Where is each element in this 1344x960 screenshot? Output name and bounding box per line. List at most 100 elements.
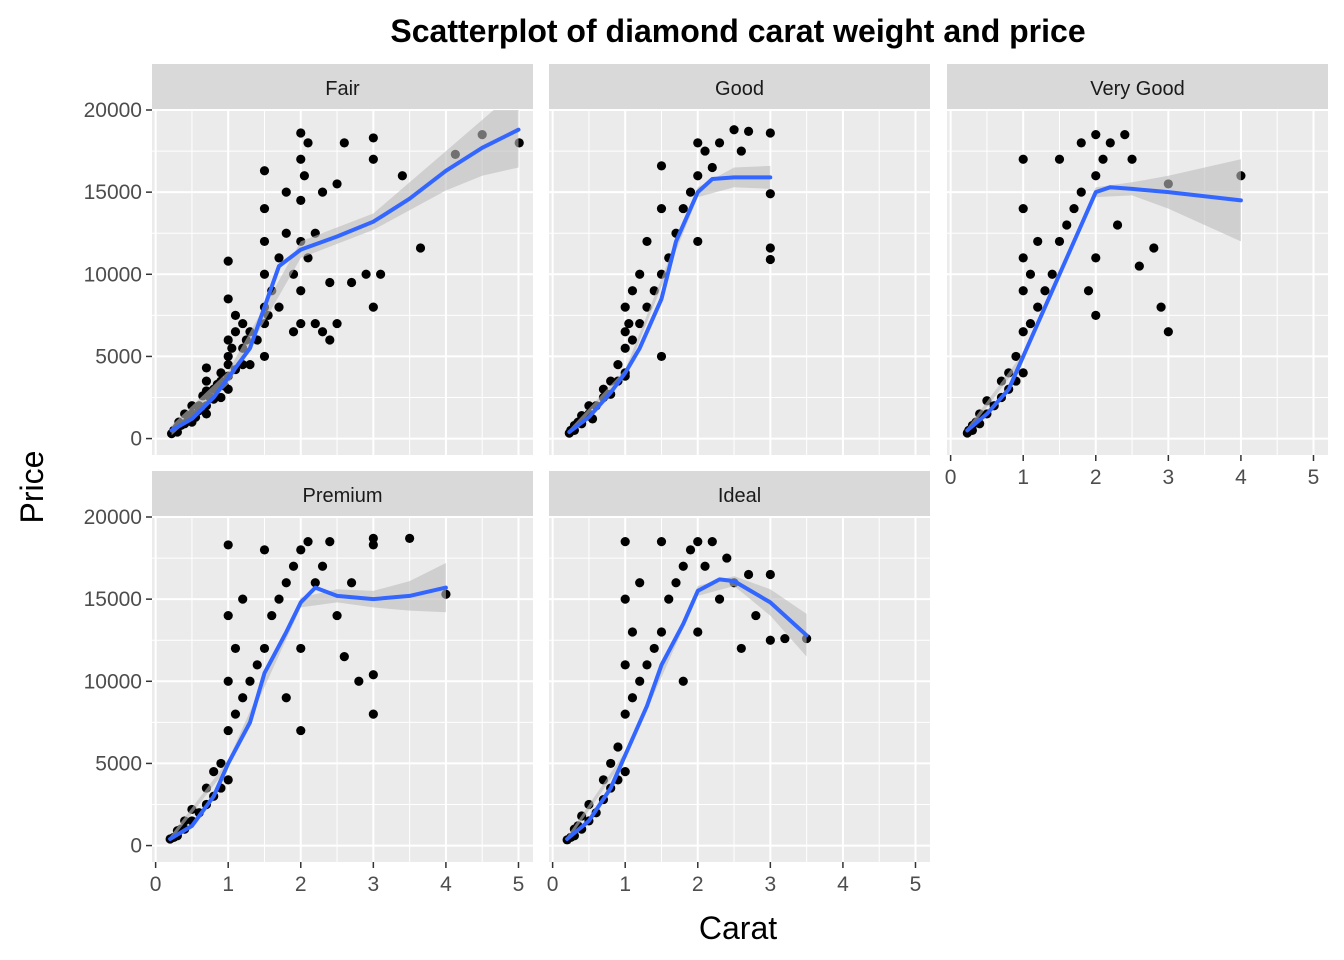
- data-point: [259, 269, 270, 279]
- data-point: [267, 610, 277, 621]
- panel-background: [152, 517, 533, 862]
- data-point: [332, 179, 342, 189]
- data-point: [259, 166, 270, 176]
- data-point: [303, 537, 313, 547]
- x-tick-label: 1: [222, 873, 234, 896]
- data-point: [1083, 286, 1094, 296]
- data-layer: [166, 110, 524, 439]
- gridlines: [549, 109, 930, 455]
- data-point: [274, 253, 284, 263]
- data-point: [693, 171, 703, 181]
- data-point: [281, 187, 291, 197]
- data-point: [1098, 154, 1108, 164]
- data-point: [700, 146, 710, 156]
- data-point: [259, 236, 270, 247]
- x-tick-label: 5: [910, 873, 922, 896]
- data-point: [368, 533, 378, 543]
- facet-strip-label: Very Good: [1090, 78, 1185, 100]
- data-point: [296, 725, 306, 736]
- data-point: [209, 767, 219, 777]
- facet-strip: [549, 64, 930, 110]
- data-point: [693, 236, 703, 247]
- data-point: [656, 627, 667, 637]
- data-point: [281, 228, 291, 238]
- data-point: [216, 368, 226, 378]
- data-point: [1025, 269, 1036, 279]
- data-point: [736, 643, 746, 654]
- data-point: [1054, 236, 1065, 247]
- facet-strip-label: Good: [715, 78, 764, 100]
- data-point: [635, 269, 645, 279]
- x-tick-label: 3: [1162, 466, 1174, 489]
- data-point: [751, 610, 761, 621]
- data-point: [1091, 310, 1101, 320]
- gridlines: [152, 109, 533, 455]
- data-point: [707, 162, 717, 173]
- x-axis: 0 1 2 3 4 5: [945, 455, 1319, 489]
- data-point: [620, 327, 630, 337]
- data-point: [227, 343, 237, 353]
- data-point: [223, 335, 233, 345]
- data-point: [223, 384, 233, 394]
- facet-strip: [152, 64, 533, 110]
- data-point: [1127, 154, 1137, 164]
- facet-fair: Fair: [152, 64, 533, 455]
- data-point: [613, 742, 623, 752]
- smooth-line: [965, 185, 1243, 433]
- panel-background: [549, 517, 930, 862]
- data-point: [346, 578, 357, 588]
- data-point: [368, 709, 378, 719]
- data-point: [765, 189, 775, 199]
- data-point: [238, 594, 248, 604]
- data-point: [765, 128, 775, 138]
- x-tick-label: 3: [367, 873, 379, 896]
- data-point: [346, 277, 357, 288]
- data-point: [296, 195, 306, 205]
- data-point: [201, 409, 212, 419]
- data-point: [649, 643, 659, 654]
- data-point: [317, 327, 328, 337]
- confidence-band: [170, 563, 446, 842]
- data-point: [259, 203, 270, 214]
- data-point: [223, 351, 233, 362]
- panel-background: [549, 110, 930, 455]
- data-point: [325, 277, 335, 288]
- data-point: [230, 310, 241, 320]
- data-layer: [962, 130, 1246, 438]
- smooth-line: [169, 127, 521, 433]
- data-point: [642, 236, 652, 247]
- data-point: [1149, 243, 1159, 253]
- data-point: [296, 286, 306, 296]
- data-point: [415, 243, 426, 253]
- data-point: [620, 343, 630, 353]
- x-tick-label: 2: [1090, 466, 1102, 489]
- y-axis: 0 5000 10000 15000 20000: [84, 99, 152, 451]
- y-axis-title: Price: [14, 451, 50, 524]
- data-point: [743, 569, 754, 580]
- data-point: [1047, 269, 1057, 279]
- data-point: [376, 269, 386, 279]
- data-point: [245, 360, 255, 370]
- data-point: [620, 709, 630, 719]
- data-point: [223, 540, 233, 550]
- data-point: [223, 360, 233, 370]
- data-layer: [564, 125, 775, 438]
- data-point: [201, 363, 212, 373]
- data-point: [1018, 368, 1028, 378]
- data-point: [252, 660, 262, 670]
- data-layer: [562, 537, 812, 845]
- x-tick-label: 4: [440, 873, 452, 896]
- data-point: [729, 125, 739, 135]
- data-point: [627, 286, 638, 296]
- panel-background: [947, 110, 1328, 455]
- data-point: [1054, 154, 1065, 164]
- data-point: [1018, 286, 1028, 296]
- data-point: [722, 553, 732, 563]
- data-point: [693, 138, 703, 148]
- data-point: [664, 594, 674, 604]
- data-point: [325, 335, 335, 345]
- facet-strip-label: Ideal: [718, 485, 761, 507]
- y-tick-label: 5000: [95, 752, 142, 775]
- smooth-line: [168, 585, 448, 841]
